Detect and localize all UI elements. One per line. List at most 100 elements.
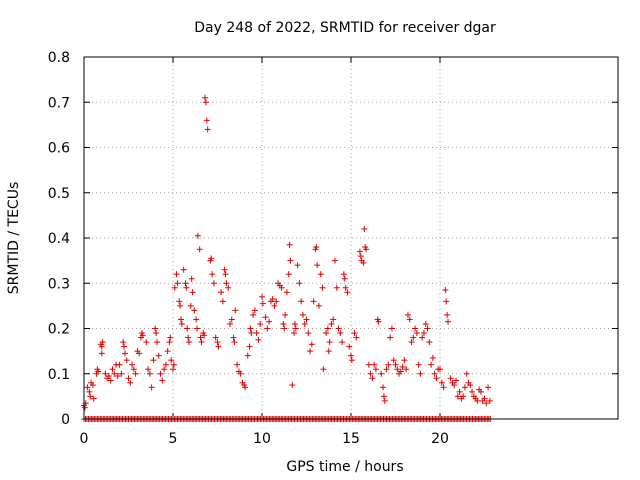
data-point <box>208 255 215 262</box>
data-point <box>403 366 410 373</box>
data-point <box>301 320 308 327</box>
data-point <box>271 302 278 309</box>
data-point <box>369 375 376 382</box>
data-point <box>185 334 192 341</box>
data-point <box>331 257 338 264</box>
data-point <box>183 284 190 291</box>
data-point <box>467 382 474 389</box>
data-point <box>121 343 128 350</box>
data-point <box>412 325 419 332</box>
data-point <box>431 370 438 377</box>
data-point <box>170 361 177 368</box>
y-tick-label: 0.8 <box>48 50 70 66</box>
data-point <box>266 318 273 325</box>
data-point <box>313 244 320 251</box>
data-point <box>230 334 237 341</box>
data-point <box>251 307 258 314</box>
data-point <box>286 241 293 248</box>
data-point <box>95 368 102 375</box>
data-point <box>157 370 164 377</box>
data-point <box>299 311 306 318</box>
data-point <box>380 393 387 400</box>
data-point <box>242 384 249 391</box>
data-point <box>303 316 310 323</box>
data-point <box>246 343 253 350</box>
data-point <box>291 330 298 337</box>
data-point <box>225 284 232 291</box>
data-point <box>166 339 173 346</box>
data-point <box>196 246 203 253</box>
data-point <box>121 350 128 357</box>
data-point <box>387 334 394 341</box>
data-point <box>187 302 194 309</box>
data-point <box>259 293 265 300</box>
data-point <box>474 397 481 404</box>
y-tick-label: 0.2 <box>48 322 70 338</box>
y-tick-label: 0.7 <box>48 95 70 111</box>
data-point <box>125 375 132 382</box>
data-point <box>287 257 294 264</box>
data-point <box>170 366 176 373</box>
data-point <box>428 361 435 368</box>
x-tick-label: 0 <box>80 431 89 447</box>
data-point <box>219 298 226 305</box>
data-point <box>340 271 347 278</box>
data-point <box>399 363 406 370</box>
x-tick-label: 10 <box>253 431 271 447</box>
data-point <box>420 330 427 337</box>
data-point <box>397 368 404 375</box>
data-point <box>348 352 354 359</box>
data-point <box>250 311 257 318</box>
data-point <box>404 311 411 318</box>
data-point <box>319 284 326 291</box>
data-point <box>120 339 127 346</box>
data-point <box>161 366 168 373</box>
x-axis-label: GPS time / hours <box>286 459 403 475</box>
y-tick-label: 0.1 <box>48 367 70 383</box>
data-point <box>444 311 451 318</box>
data-point <box>193 316 200 323</box>
data-point <box>433 375 440 382</box>
data-point <box>280 320 287 327</box>
data-point <box>325 348 332 355</box>
data-point <box>215 343 222 350</box>
y-tick-label: 0.3 <box>48 276 70 292</box>
data-point <box>162 361 169 368</box>
data-point <box>292 325 299 332</box>
data-point <box>98 350 105 357</box>
data-point <box>176 298 183 305</box>
data-point <box>410 334 417 341</box>
data-point <box>136 350 143 357</box>
data-point <box>102 370 109 377</box>
plot-frame <box>83 56 619 420</box>
data-point <box>486 397 493 404</box>
data-point <box>372 366 379 373</box>
data-point <box>107 377 114 384</box>
data-point <box>178 316 185 323</box>
data-point <box>361 225 368 232</box>
data-point <box>339 339 346 346</box>
data-point <box>255 336 262 343</box>
data-point <box>440 384 447 391</box>
data-point <box>269 296 276 303</box>
data-point <box>417 370 424 377</box>
data-point <box>114 373 121 380</box>
data-point <box>413 330 420 337</box>
data-point <box>189 289 196 296</box>
data-point <box>171 284 178 291</box>
data-point <box>481 395 488 402</box>
data-point <box>202 94 209 101</box>
data-point <box>81 404 88 411</box>
data-point <box>153 330 160 337</box>
data-point <box>232 307 239 314</box>
data-point <box>248 330 255 337</box>
data-point <box>143 339 150 346</box>
data-point <box>145 366 152 373</box>
data-point <box>367 370 374 377</box>
x-tick-label: 15 <box>342 431 360 447</box>
data-point <box>129 361 136 368</box>
data-point <box>223 280 230 287</box>
data-point <box>453 377 460 384</box>
data-point <box>127 379 134 386</box>
